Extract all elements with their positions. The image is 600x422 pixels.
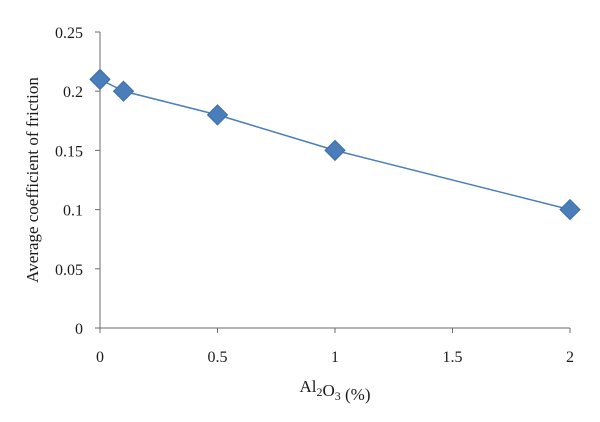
x-tick-label: 0 [96, 349, 104, 366]
y-tick-label: 0.2 [63, 84, 83, 101]
y-tick-label: 0.25 [55, 25, 83, 42]
x-tick-label: 0.5 [208, 349, 228, 366]
y-tick-label: 0.15 [55, 143, 83, 160]
x-axis-ticks: 0 0.5 1 1.5 2 [96, 328, 574, 366]
plot-area: 0 0.05 0.1 0.15 0.2 0.25 0 0.5 1 1.5 2 [55, 25, 581, 366]
x-tick-label: 1 [331, 349, 339, 366]
data-point-marker [206, 104, 229, 126]
x-axis-title: Al2O3 (%) [299, 377, 370, 404]
y-axis-title: Average coefficient of friction [23, 77, 42, 283]
y-tick-label: 0.1 [63, 203, 83, 220]
y-tick-label: 0.05 [55, 262, 83, 279]
x-tick-label: 2 [566, 349, 574, 366]
data-point-marker [559, 198, 581, 221]
data-point-marker [89, 68, 111, 91]
series-layer [89, 68, 581, 221]
y-tick-label: 0 [75, 321, 83, 338]
data-point-marker [324, 139, 346, 162]
y-axis-ticks: 0 0.05 0.1 0.15 0.2 0.25 [55, 25, 100, 338]
x-tick-label: 1.5 [443, 349, 463, 366]
data-point-marker [112, 80, 135, 102]
